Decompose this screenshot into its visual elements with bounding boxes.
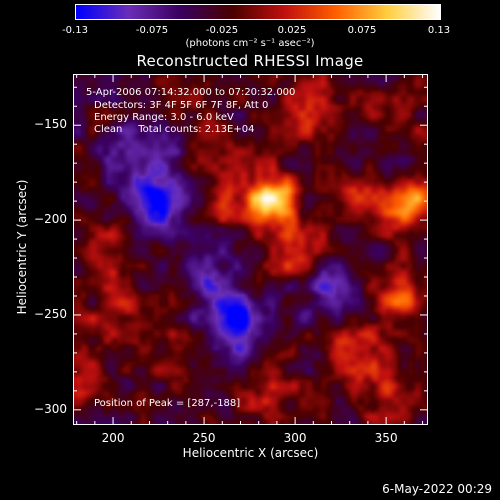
x-tick-label: 350 — [374, 431, 398, 445]
x-tick-label: 200 — [101, 431, 125, 445]
y-tick-label: −300 — [34, 401, 67, 416]
colorbar — [75, 4, 441, 20]
x-tick-label: 250 — [192, 431, 216, 445]
annotation-peak: Position of Peak = [287,-188] — [94, 398, 241, 409]
colorbar-tick-label: -0.075 — [135, 25, 169, 36]
heatmap-image — [74, 75, 427, 424]
chart-title: Reconstructed RHESSI Image — [136, 52, 364, 70]
y-tick-label: −250 — [34, 306, 67, 321]
colorbar-tick-label: -0.13 — [62, 25, 88, 36]
x-tick-label: 300 — [283, 431, 307, 445]
plot-timestamp: 6-May-2022 00:29 — [382, 482, 492, 496]
colorbar-tick-label: 0.075 — [347, 25, 377, 36]
x-axis-label: Heliocentric X (arcsec) — [182, 446, 319, 460]
y-tick-label: −150 — [34, 117, 67, 132]
plot-area: 5-Apr-2006 07:14:32.000 to 07:20:32.000 … — [73, 74, 428, 425]
y-tick-label: −200 — [34, 212, 67, 227]
annotation-detectors: Detectors: 3F 4F 5F 6F 7F 8F, Att 0 — [94, 100, 269, 111]
colorbar-units-label: (photons cm⁻² s⁻¹ asec⁻²) — [185, 38, 315, 49]
annotation-energy: Energy Range: 3.0 - 6.0 keV — [94, 112, 234, 123]
annotation-clean: Clean Total counts: 2.13E+04 — [94, 124, 255, 135]
annotation-time: 5-Apr-2006 07:14:32.000 to 07:20:32.000 — [86, 87, 296, 98]
colorbar-tick-label: 0.025 — [277, 25, 307, 36]
colorbar-tick-label: -0.025 — [205, 25, 239, 36]
colorbar-tick-label: 0.13 — [427, 25, 451, 36]
y-axis-label: Heliocentric Y (arcsec) — [15, 179, 29, 315]
